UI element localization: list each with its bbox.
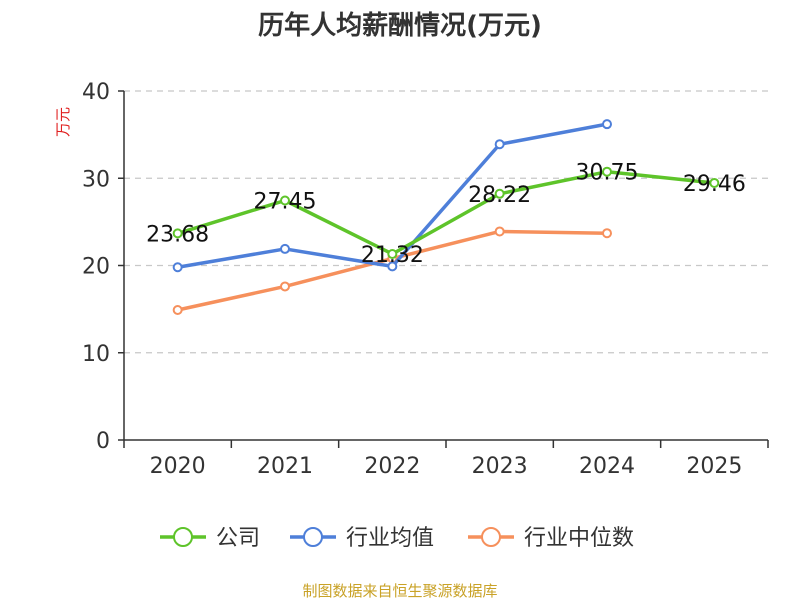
data-point bbox=[387, 261, 398, 272]
data-point bbox=[172, 304, 183, 315]
legend-item[interactable]: 行业均值 bbox=[290, 526, 434, 551]
data-point bbox=[494, 188, 505, 199]
chart-title: 历年人均薪酬情况(万元) bbox=[258, 10, 542, 41]
data-point bbox=[494, 139, 505, 150]
legend[interactable]: 公司 行业均值 行业中位数 bbox=[160, 526, 634, 551]
data-point bbox=[602, 228, 612, 239]
x-tick-label: 2025 bbox=[686, 454, 742, 479]
y-axis-label: 万元 bbox=[54, 107, 72, 137]
data-point bbox=[172, 228, 183, 239]
grid-layer bbox=[124, 90, 768, 354]
data-label: 21.32 bbox=[361, 243, 424, 268]
data-point bbox=[602, 166, 612, 177]
data-label: 30.75 bbox=[576, 161, 639, 186]
data-point bbox=[494, 226, 505, 237]
axis-layer: 0 10 20 30 40 2020 2021 2022 2023 2024 2025 bbox=[82, 80, 769, 479]
legend-marker bbox=[481, 527, 501, 547]
y-tick-label: 20 bbox=[82, 255, 110, 280]
legend-label: 行业中位数 bbox=[524, 526, 634, 551]
legend-marker bbox=[303, 527, 323, 547]
legend-label: 公司 bbox=[216, 526, 260, 551]
series-layer bbox=[172, 119, 720, 315]
legend-item[interactable]: 公司 bbox=[160, 526, 260, 551]
x-tick-label: 2021 bbox=[257, 454, 313, 479]
series-line bbox=[177, 169, 715, 256]
data-label: 28.22 bbox=[468, 183, 531, 208]
data-point bbox=[387, 248, 398, 259]
data-label-layer: 23.68 27.45 21.32 28.22 30.75 29.46 bbox=[146, 161, 746, 268]
data-point bbox=[280, 195, 290, 206]
data-point bbox=[709, 177, 720, 188]
y-tick-label: 10 bbox=[82, 342, 110, 367]
x-tick-label: 2023 bbox=[472, 454, 528, 479]
legend-item[interactable]: 行业中位数 bbox=[468, 526, 634, 551]
data-point bbox=[280, 243, 290, 254]
legend-label: 行业均值 bbox=[346, 526, 434, 551]
y-tick-label: 0 bbox=[96, 429, 110, 454]
legend-marker bbox=[173, 527, 193, 547]
data-label: 23.68 bbox=[146, 222, 209, 247]
data-point bbox=[280, 281, 290, 292]
y-tick-label: 30 bbox=[82, 167, 110, 192]
data-label: 27.45 bbox=[254, 189, 317, 214]
x-tick-label: 2024 bbox=[579, 454, 635, 479]
data-point bbox=[172, 262, 183, 273]
y-tick-label: 40 bbox=[82, 80, 110, 105]
data-label: 29.46 bbox=[683, 172, 746, 197]
x-tick-label: 2022 bbox=[364, 454, 420, 479]
source-note: 制图数据来自恒生聚源数据库 bbox=[302, 582, 497, 600]
data-point bbox=[602, 119, 612, 130]
x-tick-label: 2020 bbox=[150, 454, 206, 479]
